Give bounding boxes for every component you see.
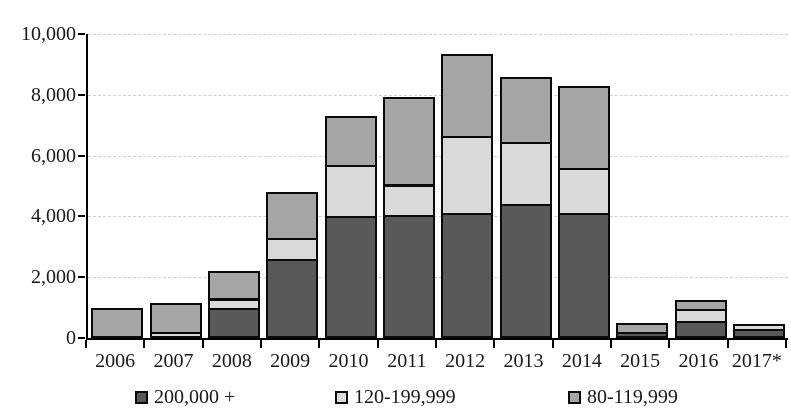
x-axis-label: 2017* [731, 350, 782, 372]
legend-swatch [335, 390, 348, 404]
gridline-6000 [88, 155, 788, 157]
x-tick [552, 340, 554, 348]
bar-2016 [674, 34, 727, 338]
bar-segment [674, 309, 727, 323]
y-axis-label: 8,000 [31, 83, 76, 106]
bar-segment [674, 321, 727, 338]
x-tick [318, 340, 320, 348]
bar-segment [324, 164, 377, 218]
y-tick [78, 215, 85, 218]
bar-2015 [616, 34, 669, 338]
y-axis-label: 10,000 [21, 23, 76, 45]
bar-2013 [499, 34, 552, 338]
y-tick [78, 154, 85, 157]
bar-segment [499, 142, 552, 206]
bar-segment [616, 323, 669, 334]
bar-segment [441, 213, 494, 338]
x-axis-label: 2014 [561, 350, 602, 372]
x-tick [85, 340, 87, 348]
bar-segment [441, 135, 494, 215]
x-axis-label: 2015 [620, 350, 661, 372]
legend-swatch [135, 390, 148, 404]
bar-segment [382, 185, 435, 217]
x-axis-label: 2012 [445, 350, 486, 372]
bar-segment [91, 308, 144, 338]
legend-label: 120-199,999 [354, 386, 456, 408]
legend-item-1: 200,000 + [135, 386, 235, 408]
bar-segment [266, 259, 319, 338]
plot-area [86, 34, 788, 340]
y-tick [78, 93, 85, 96]
x-tick [143, 340, 145, 348]
x-axis-label: 2009 [270, 350, 311, 372]
bar-segment [266, 192, 319, 240]
y-tick [78, 276, 85, 279]
bar-2011 [382, 34, 435, 338]
bar-segment [324, 216, 377, 338]
legend-label: 200,000 + [154, 386, 236, 408]
bar-2008 [207, 34, 260, 338]
x-tick [260, 340, 262, 348]
x-axis-label: 2008 [211, 350, 252, 372]
x-tick [668, 340, 670, 348]
bar-segment [207, 299, 260, 310]
x-axis-label: 2016 [678, 350, 719, 372]
bar-segment [557, 167, 610, 215]
x-axis-label: 2006 [95, 350, 136, 372]
y-axis-label: 2,000 [31, 266, 76, 289]
y-axis-label: 4,000 [31, 205, 76, 228]
legend-item-2: 120-199,999 [335, 386, 456, 408]
x-axis-label: 2013 [503, 350, 544, 372]
x-tick [202, 340, 204, 348]
bar-segment [382, 215, 435, 338]
bar-segment [441, 54, 494, 138]
bar-segment [382, 97, 435, 186]
x-axis-label: 2011 [387, 350, 427, 372]
gridline-8000 [88, 94, 788, 96]
legend-label: 80-119,999 [587, 386, 678, 408]
gridline-10000 [88, 34, 788, 35]
x-tick [377, 340, 379, 348]
bar-segment [207, 308, 260, 338]
bar-2006 [91, 34, 144, 338]
bar-segment [207, 271, 260, 300]
bar-2010 [324, 34, 377, 338]
bar-2014 [557, 34, 610, 338]
y-axis-label: 6,000 [31, 144, 76, 167]
bar-segment [266, 238, 319, 261]
bar-segment [499, 77, 552, 144]
bar-segment [557, 86, 610, 170]
x-tick [435, 340, 437, 348]
y-axis-label: 0 [66, 327, 76, 349]
x-axis-label: 2010 [328, 350, 369, 372]
x-tick [727, 340, 729, 348]
y-tick [78, 337, 85, 339]
gridline-2000 [88, 277, 788, 279]
bar-segment [557, 213, 610, 338]
x-axis-label: 2007 [153, 350, 194, 372]
bar-2007 [149, 34, 202, 338]
bar-segment [732, 324, 785, 331]
legend-item-3: 80-119,999 [568, 386, 678, 408]
y-tick [78, 33, 85, 35]
bar-segment [324, 116, 377, 167]
x-tick [493, 340, 495, 348]
bar-2017* [732, 34, 785, 338]
gridline-4000 [88, 216, 788, 218]
bar-2009 [266, 34, 319, 338]
x-tick [610, 340, 612, 348]
x-tick [785, 340, 787, 348]
bar-segment [674, 300, 727, 311]
bar-segment [499, 204, 552, 338]
bar-segment [149, 303, 202, 334]
bar-2012 [441, 34, 494, 338]
legend-swatch [568, 390, 581, 404]
